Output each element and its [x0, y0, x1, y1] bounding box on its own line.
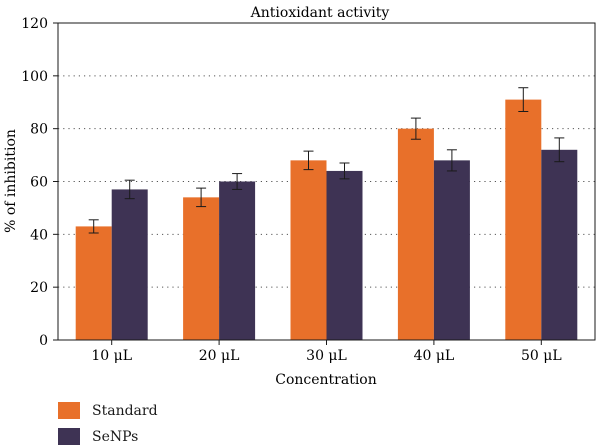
x-tick-label: 40 μL [414, 348, 455, 364]
y-tick-label: 0 [39, 333, 48, 349]
bar-standard-4 [397, 128, 434, 340]
legend-item-senps: SeNPs [58, 428, 138, 445]
bar-standard-2 [183, 197, 220, 340]
x-tick-label: 30 μL [306, 348, 347, 364]
y-tick-label: 80 [30, 122, 48, 138]
y-tick-label: 120 [21, 16, 48, 32]
legend-label-senps: SeNPs [92, 428, 139, 445]
legend-swatch-standard [58, 402, 80, 419]
x-tick-label: 20 μL [199, 348, 240, 364]
bar-senps-4 [433, 160, 470, 340]
y-axis-label: % of inhibition [3, 129, 19, 233]
bar-standard-1 [75, 226, 112, 340]
x-axis-label: Concentration [275, 372, 377, 388]
bar-standard-5 [505, 99, 542, 340]
legend-item-standard: Standard [58, 402, 158, 419]
bar-senps-1 [111, 189, 148, 340]
legend-label-standard: Standard [92, 402, 158, 419]
legend-swatch-senps [58, 428, 80, 445]
x-tick-label: 50 μL [521, 348, 562, 364]
bar-senps-5 [541, 149, 578, 340]
plot-frame [57, 22, 596, 341]
y-tick-label: 100 [21, 69, 48, 85]
x-tick-label: 10 μL [91, 348, 132, 364]
y-tick-label: 20 [30, 280, 48, 296]
chart-title: Antioxidant activity [250, 5, 390, 21]
bar-senps-2 [219, 181, 256, 340]
bar-standard-3 [290, 160, 327, 340]
y-tick-label: 60 [30, 175, 48, 191]
y-tick-label: 40 [30, 227, 48, 243]
bar-senps-3 [326, 170, 363, 340]
